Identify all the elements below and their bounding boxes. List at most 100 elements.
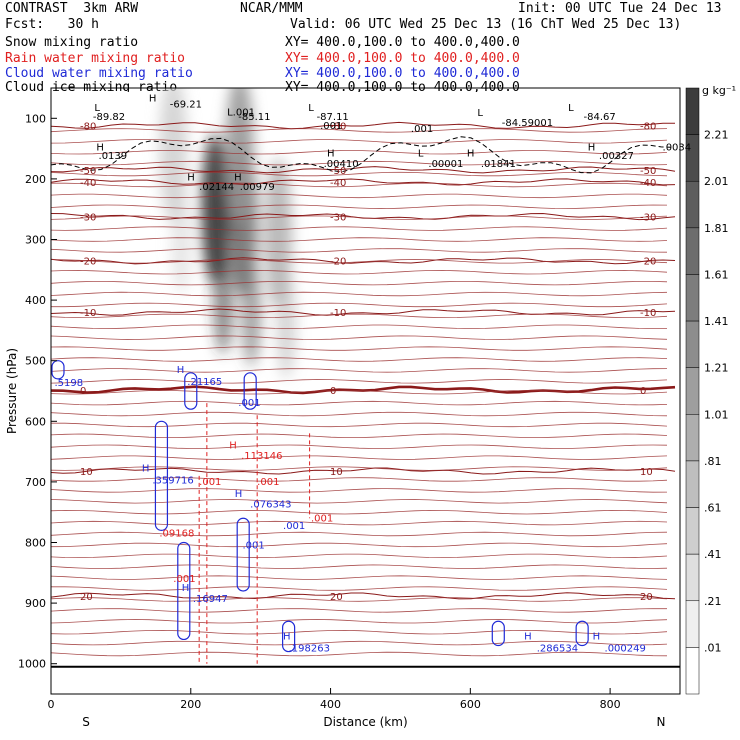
colorbar-bin-0 <box>685 87 700 135</box>
cloud-water-contour-4 <box>177 541 191 641</box>
field-label-snow: Snow mixing ratio <box>5 35 139 50</box>
colorbar-bin-4 <box>685 274 700 322</box>
isotherm-minor-462 <box>51 335 668 340</box>
annotations_blue-0: .5198 <box>54 378 83 389</box>
cloud-ice-contour <box>51 136 672 174</box>
isotherm-minor-876 <box>51 586 668 591</box>
annotations_blue-12: H <box>283 631 291 642</box>
snow-core-group <box>159 88 297 379</box>
isotherm-minor-840 <box>51 564 668 569</box>
isotherm-minor-210 <box>51 182 668 188</box>
x-axis-label: Distance (km) <box>323 715 407 729</box>
colorbar-bin-2 <box>685 180 700 229</box>
annotations_black-13: -84.67 <box>584 112 616 123</box>
isotherm-label--10-0: -10 <box>80 308 96 319</box>
isotherm-label--30-0: -30 <box>80 212 96 223</box>
plot-frame <box>50 87 681 695</box>
isotherm-minor-912 <box>51 608 668 613</box>
colorbar-label-4: 1.41 <box>704 315 729 328</box>
isotherm-20 <box>51 592 676 600</box>
isotherm-minor-660 <box>51 455 668 460</box>
colorbar-bin-8 <box>685 460 700 508</box>
annotations_blue-16: H <box>593 631 601 642</box>
snow-shading <box>159 88 297 379</box>
colorbar-bin-12 <box>685 647 700 695</box>
isotherm-minor-966 <box>51 640 668 646</box>
isotherm-label-0-2: 0 <box>640 386 646 397</box>
annotations_blue-11: .16947 <box>193 594 228 605</box>
colorbar-label-10: .21 <box>704 595 722 608</box>
isotherm-minor-642 <box>51 444 668 449</box>
colorbar-label-3: 1.61 <box>704 268 729 281</box>
x-end-label-left: S <box>82 715 90 729</box>
isotherm-minor-696 <box>51 477 668 482</box>
isotherm-minor-318 <box>51 248 668 253</box>
isotherm-label-10-0: 10 <box>80 467 93 478</box>
annotations_blue-9: .001 <box>242 541 264 552</box>
snow-core-tail-3 <box>237 183 258 294</box>
y-tick-label-700: 700 <box>25 476 46 489</box>
valid-time: Valid: 06 UTC Wed 25 Dec 13 (16 ChT Wed … <box>290 17 682 32</box>
isotherm-minor-120 <box>51 128 668 133</box>
isotherm-minor-480 <box>51 346 668 351</box>
annotations_black-16: H <box>327 148 335 159</box>
annotations_black-7: -87.11 <box>317 112 349 123</box>
annotations_black-20: H <box>467 148 475 159</box>
annotations_black-1: -69.21 <box>170 99 202 110</box>
isotherm-minor-714 <box>51 488 668 493</box>
isotherm-minor-354 <box>51 269 668 275</box>
annotations_black-24: .0034 <box>663 142 692 153</box>
chart-title-model: CONTRAST 3km ARW <box>5 1 139 16</box>
isotherm-minor-390 <box>51 291 668 297</box>
isotherm-label--80-2: -80 <box>640 122 656 133</box>
isotherm-minor-516 <box>51 368 668 373</box>
isotherm-label--10-2: -10 <box>640 308 656 319</box>
isotherm-minor-894 <box>51 597 668 602</box>
field-xy-cloud-ice: XY= 400.0,100.0 to 400.0,400.0 <box>285 80 520 95</box>
annotations_black-14: H <box>96 142 104 153</box>
annotations_blue-13: .198263 <box>289 644 330 655</box>
isotherm-minor-804 <box>51 542 668 548</box>
isotherm--40 <box>51 178 676 186</box>
x-end-label-right: N <box>657 715 666 729</box>
cloud-water-contour-2 <box>184 372 198 410</box>
isotherm-minor-426 <box>51 313 668 319</box>
mixing-ratio-contours <box>51 136 672 664</box>
isotherm--80 <box>51 121 676 130</box>
y-tick-label-100: 100 <box>25 112 46 125</box>
contour-labels: -80 -80 -80-50 -50 -50-40 -40 -40-30 -30 -30-20-… <box>54 93 691 654</box>
annotations_black-9: .001 <box>411 124 433 135</box>
chart-title-center: NCAR/MMM <box>240 1 303 16</box>
x-tick-label-600: 600 <box>460 698 481 711</box>
annotations_blue-6: H <box>235 489 243 500</box>
colorbar-label-6: 1.01 <box>704 408 729 421</box>
isotherm-minor-984 <box>51 651 668 657</box>
y-tick-label-900: 900 <box>25 597 46 610</box>
isotherm-minor-948 <box>51 629 668 635</box>
cloud-water-contour-5 <box>236 517 250 592</box>
field-label-rain: Rain water mixing ratio <box>5 51 186 66</box>
colorbar-label-2: 1.81 <box>704 222 729 235</box>
isotherm-minor-624 <box>51 433 668 438</box>
isotherm-minor-534 <box>51 379 668 384</box>
annotations_blue-3: .001 <box>238 398 260 409</box>
isotherm-minor-822 <box>51 553 668 559</box>
annotations_red-3: .001 <box>257 477 279 488</box>
annotations_black-26: .02144 <box>199 182 234 193</box>
annotations_black-2: L <box>94 103 100 114</box>
snow-core-tail-4 <box>171 183 192 294</box>
cloud-water-contour-6 <box>282 620 296 653</box>
isotherm-label--40-1: -40 <box>330 178 346 189</box>
annotations_red-0: H <box>229 441 237 452</box>
y-tick-label-200: 200 <box>25 173 46 186</box>
cloud-water-contour-0 <box>51 360 65 380</box>
isotherm-minor-786 <box>51 531 668 537</box>
annotations_black-27: H <box>234 173 242 184</box>
field-label-cloud-water: Cloud water mixing ratio <box>5 66 193 81</box>
isotherm-label-20-2: 20 <box>640 592 653 603</box>
colorbar-bin-7 <box>685 414 700 462</box>
isotherm--10 <box>51 308 676 316</box>
isotherm-label--50-2: -50 <box>640 166 656 177</box>
annotations_black-8: .001 <box>320 121 342 132</box>
